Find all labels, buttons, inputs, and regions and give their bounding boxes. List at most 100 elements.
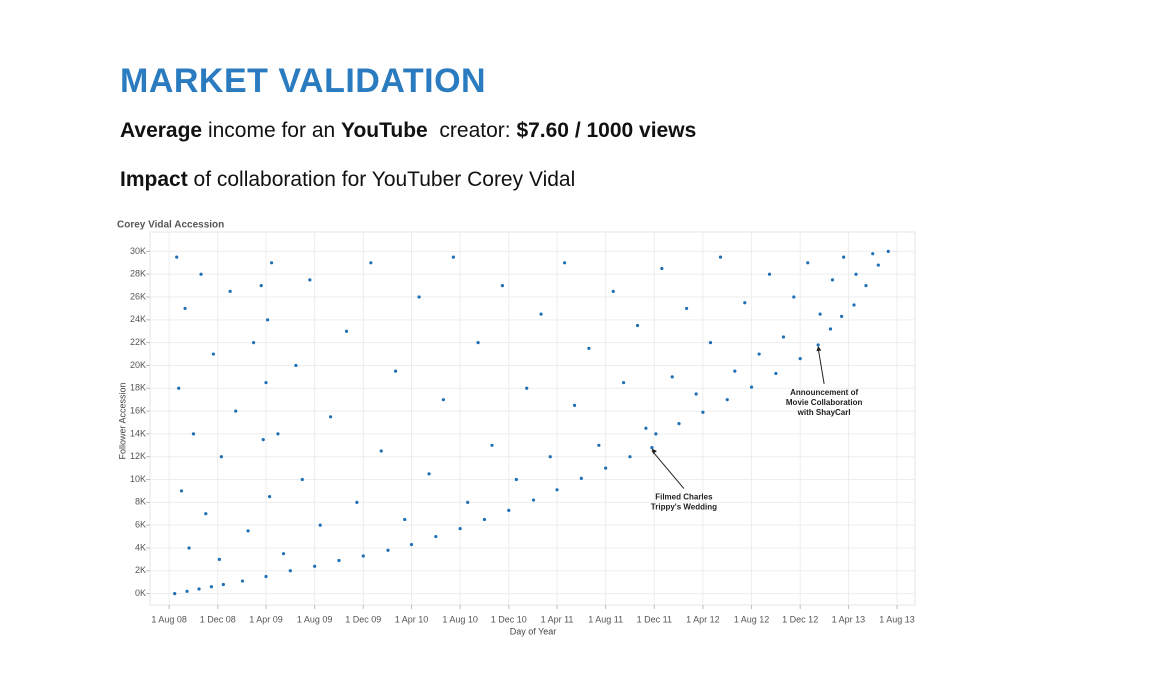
point bbox=[441, 398, 446, 402]
point bbox=[355, 500, 359, 504]
y-tick-label: 22K bbox=[130, 337, 146, 347]
y-tick-label: 6K bbox=[135, 520, 146, 530]
point bbox=[393, 369, 398, 373]
point bbox=[842, 255, 846, 259]
point bbox=[555, 488, 559, 492]
y-tick-label: 26K bbox=[130, 291, 146, 301]
slide-title: MARKET VALIDATION bbox=[120, 62, 487, 100]
point bbox=[840, 314, 844, 319]
plot-area bbox=[149, 231, 916, 606]
point bbox=[344, 329, 349, 333]
point bbox=[288, 569, 292, 573]
point bbox=[252, 341, 256, 345]
subtitle-text: Average bbox=[120, 119, 203, 142]
point bbox=[864, 284, 868, 288]
point bbox=[628, 455, 632, 459]
x-tick-label: 1 Aug 11 bbox=[588, 614, 623, 624]
point bbox=[204, 512, 208, 516]
point bbox=[587, 346, 591, 350]
chart-title: Corey Vidal Accession bbox=[117, 220, 224, 231]
subtitle-text: of collaboration for YouTuber Corey Vida… bbox=[187, 168, 576, 191]
arrow-head bbox=[816, 345, 822, 352]
point bbox=[466, 500, 470, 504]
point bbox=[654, 432, 658, 436]
point bbox=[246, 529, 250, 533]
y-tick-label: 14K bbox=[130, 428, 146, 438]
point bbox=[434, 534, 438, 539]
point bbox=[490, 443, 494, 447]
point bbox=[175, 255, 179, 259]
point bbox=[264, 380, 268, 385]
point bbox=[572, 403, 577, 407]
point bbox=[221, 582, 225, 587]
point bbox=[234, 409, 238, 413]
x-tick-label: 1 Aug 12 bbox=[734, 614, 770, 624]
y-tick-label: 12K bbox=[130, 451, 146, 461]
point bbox=[361, 554, 365, 558]
point bbox=[830, 278, 835, 282]
point bbox=[604, 466, 608, 470]
x-tick-label: 1 Dec 09 bbox=[345, 614, 381, 624]
y-tick-label: 8K bbox=[135, 497, 146, 507]
x-tick-label: 1 Aug 09 bbox=[297, 614, 333, 624]
point bbox=[276, 432, 280, 436]
point bbox=[798, 357, 802, 361]
point bbox=[539, 312, 543, 316]
point bbox=[718, 255, 723, 259]
point bbox=[507, 508, 511, 512]
point bbox=[379, 449, 383, 453]
point bbox=[876, 263, 880, 267]
subtitle-text: Impact bbox=[120, 168, 188, 191]
y-tick-label: 2K bbox=[135, 565, 146, 575]
x-tick-label: 1 Aug 08 bbox=[151, 614, 187, 624]
point bbox=[611, 289, 615, 293]
y-tick-label: 28K bbox=[130, 269, 146, 279]
point bbox=[183, 306, 187, 311]
point bbox=[337, 558, 341, 563]
y-tick-label: 0K bbox=[135, 588, 146, 598]
y-tick-label: 18K bbox=[130, 383, 146, 393]
point bbox=[458, 526, 462, 531]
point bbox=[621, 380, 626, 385]
annotation-text: Filmed Charles bbox=[655, 493, 713, 502]
point bbox=[818, 312, 822, 316]
point bbox=[264, 574, 268, 579]
point bbox=[369, 261, 373, 265]
point bbox=[854, 272, 858, 276]
point bbox=[701, 410, 705, 414]
point bbox=[684, 306, 689, 311]
point bbox=[403, 517, 407, 522]
point bbox=[828, 327, 833, 331]
point bbox=[300, 477, 304, 482]
point bbox=[409, 542, 414, 547]
annotation-text: Trippy's Wedding bbox=[651, 503, 717, 512]
point bbox=[417, 295, 421, 299]
annotation-text: Movie Collaboration bbox=[786, 398, 863, 407]
point bbox=[597, 443, 601, 447]
point bbox=[531, 498, 536, 502]
point bbox=[708, 341, 713, 345]
subtitle-text: income for an bbox=[202, 119, 342, 142]
point bbox=[187, 546, 191, 550]
y-tick-label: 20K bbox=[130, 360, 146, 370]
annotation-arrow bbox=[651, 450, 685, 489]
x-tick-label: 1 Aug 13 bbox=[879, 614, 915, 624]
y-tick-label: 10K bbox=[130, 474, 146, 484]
x-tick-label: 1 Dec 11 bbox=[637, 614, 672, 624]
point bbox=[694, 392, 698, 396]
point bbox=[644, 426, 648, 430]
y-tick-label: 30K bbox=[130, 246, 146, 256]
point bbox=[871, 252, 875, 256]
point bbox=[173, 591, 177, 596]
point bbox=[852, 303, 856, 307]
annotation-text: with ShayCarl bbox=[797, 408, 851, 417]
point bbox=[886, 249, 890, 253]
point bbox=[217, 557, 221, 561]
point bbox=[781, 335, 786, 339]
point bbox=[749, 385, 754, 389]
point bbox=[259, 284, 263, 288]
point bbox=[269, 261, 274, 265]
point bbox=[482, 517, 487, 522]
point bbox=[806, 261, 810, 265]
point bbox=[177, 386, 181, 390]
